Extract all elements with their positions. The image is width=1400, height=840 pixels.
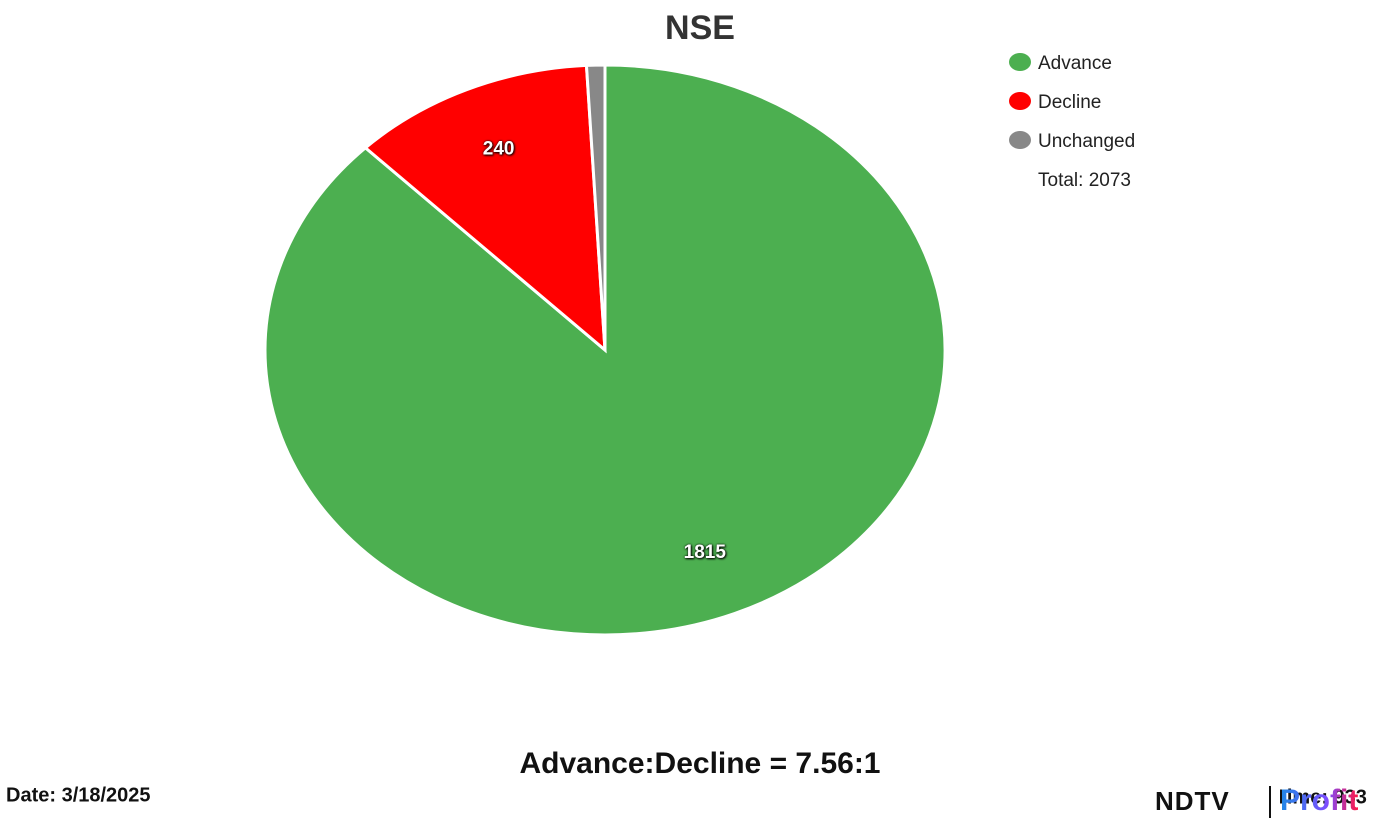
logo-product: Profit [1280, 784, 1358, 817]
legend-swatch [1009, 131, 1031, 149]
legend-swatch [1009, 53, 1031, 71]
pie-slice [584, 63, 607, 351]
logo-bg [1150, 785, 1280, 815]
legend-label: Unchanged [1038, 131, 1135, 152]
pie: 1815 240 [263, 63, 947, 637]
pie-slice [363, 63, 607, 354]
data-label: 240 [483, 138, 515, 159]
legend: Advance Decline Unchanged [1009, 53, 1135, 152]
date: Date: 3/18/2025 [6, 784, 151, 806]
chart-title: NSE [665, 9, 735, 47]
total-label: Total: 2073 [1038, 170, 1131, 191]
legend-label: Decline [1038, 92, 1101, 113]
legend-swatch [1009, 92, 1031, 110]
time: Time: 933 [1275, 786, 1367, 808]
ratio: Advance:Decline = 7.56:1 [519, 747, 880, 780]
data-label: 1815 [684, 542, 727, 563]
legend-label: Advance [1038, 53, 1112, 74]
logo-brand: NDTV [1155, 786, 1230, 816]
logo: NDTV Profit [1150, 784, 1358, 818]
